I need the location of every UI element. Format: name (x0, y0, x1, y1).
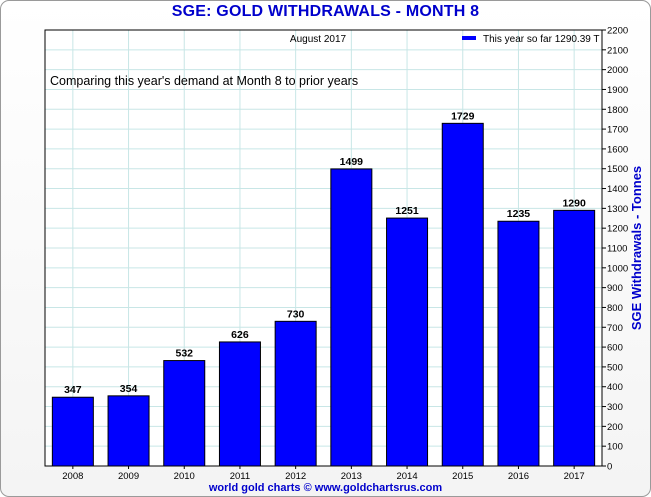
y-tick-label: 2200 (607, 26, 628, 37)
x-tick-label: 2013 (341, 471, 362, 482)
x-tick-label: 2009 (118, 471, 139, 482)
y-tick-label: 1300 (607, 204, 628, 215)
x-tick-label: 2015 (452, 471, 473, 482)
bar-value-label: 1499 (340, 156, 364, 168)
bars: 347 354 532 626 730 1499 1251 1729 1235 1290 (51, 110, 596, 467)
y-tick-label: 1600 (607, 144, 628, 155)
legend-label: This year so far 1290.39 T (483, 34, 600, 45)
y-axis-label: SGE Withdrawals - Tonnes (629, 166, 644, 330)
bar-value-label: 347 (64, 384, 82, 396)
y-tick-label: 1900 (607, 85, 628, 96)
y-tick-label: 100 (607, 442, 623, 453)
y-tick-label: 800 (607, 303, 623, 314)
y-tick-label: 1200 (607, 224, 628, 235)
y-tick-label: 500 (607, 362, 623, 373)
x-tick-label: 2008 (62, 471, 83, 482)
bar-value-label: 1729 (451, 110, 475, 122)
x-tick-label: 2011 (230, 471, 250, 482)
legend-swatch (462, 36, 476, 40)
y-tick-label: 1400 (607, 184, 628, 195)
bar-2009 (107, 395, 150, 467)
bar-2013 (330, 168, 373, 467)
bar-2017 (553, 209, 596, 467)
bar-2008 (51, 396, 94, 467)
y-tick-label: 900 (607, 283, 623, 294)
y-tick-label: 1700 (607, 125, 628, 136)
y-tick-label: 1800 (607, 105, 628, 116)
bar-value-label: 1251 (395, 205, 419, 217)
y-tick-label: 1100 (607, 244, 627, 255)
bar-2010 (163, 360, 206, 467)
bar-value-label: 626 (231, 329, 249, 341)
chart-footer: world gold charts © www.goldchartsrus.co… (208, 482, 443, 494)
bar-2015 (441, 122, 484, 467)
bar-2014 (386, 217, 429, 467)
bar-2012 (274, 320, 317, 467)
y-tick-label: 600 (607, 343, 623, 354)
y-tick-label: 400 (607, 382, 623, 393)
x-tick-label: 2010 (174, 471, 195, 482)
bar-value-label: 354 (120, 383, 138, 395)
chart-title: SGE: GOLD WITHDRAWALS - MONTH 8 (171, 3, 480, 20)
bar-value-label: 1290 (562, 197, 586, 209)
y-tick-label: 2100 (607, 45, 628, 56)
bar-value-label: 1235 (507, 208, 531, 220)
bar-2016 (497, 220, 540, 467)
bar-value-label: 730 (287, 308, 305, 320)
y-tick-label: 2000 (607, 65, 628, 76)
y-tick-label: 0 (607, 462, 612, 473)
legend: This year so far 1290.39 T (462, 34, 600, 45)
y-tick-label: 1500 (607, 164, 628, 175)
bar-value-label: 532 (175, 348, 193, 360)
y-tick-label: 200 (607, 422, 623, 433)
axis-ticks: 0 100 200 300 400 500 600 700 800 900 1000 1100 1200… (62, 26, 628, 483)
chart-subtitle: August 2017 (290, 34, 347, 45)
y-tick-label: 300 (607, 402, 623, 413)
chart-annotation: Comparing this year's demand at Month 8 … (50, 74, 358, 88)
plot-area (44, 29, 603, 467)
y-tick-label: 700 (607, 323, 623, 334)
x-tick-label: 2017 (564, 471, 585, 482)
x-tick-label: 2012 (285, 471, 306, 482)
bar-2011 (218, 341, 261, 467)
y-tick-label: 1000 (607, 263, 628, 274)
x-tick-label: 2014 (396, 471, 417, 482)
x-tick-label: 2016 (508, 471, 529, 482)
